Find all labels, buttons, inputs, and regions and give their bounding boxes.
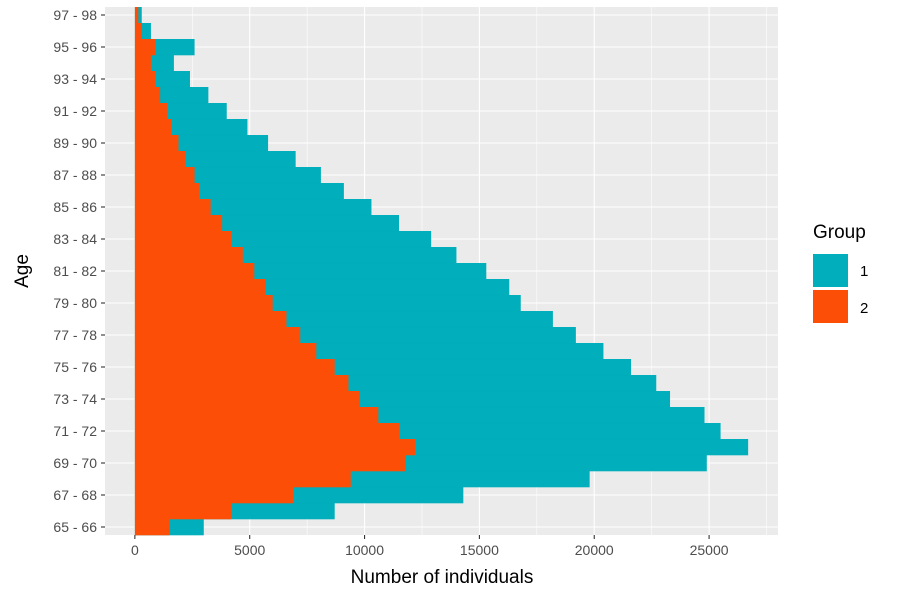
bar-series-2: [134, 327, 301, 344]
bar-series-2: [134, 359, 335, 376]
legend-key-2: [813, 290, 848, 323]
bar-series-2: [134, 455, 406, 472]
legend-title: Group: [813, 222, 866, 243]
x-tick-label: 0: [131, 542, 139, 558]
bar-series-2: [134, 503, 232, 520]
bar-series-2: [134, 119, 172, 136]
y-tick-label: 81 - 82: [53, 263, 97, 279]
bar-series-2: [134, 135, 179, 152]
y-tick-label: 83 - 84: [53, 231, 97, 247]
y-axis-title: Age: [12, 254, 33, 288]
x-tick-label: 25000: [690, 542, 729, 558]
x-tick-label: 10000: [345, 542, 384, 558]
bar-series-2: [134, 375, 349, 392]
legend-key-1: [813, 254, 848, 287]
series-2-bars: [134, 7, 416, 536]
bar-series-2: [134, 519, 170, 536]
x-axis-ticks: 0 5000 10000 15000 20000 25000: [131, 535, 729, 558]
y-tick-label: 95 - 96: [53, 39, 97, 55]
bar-series-2: [134, 55, 151, 72]
bar-series-2: [134, 391, 360, 408]
bar-series-2: [134, 263, 255, 280]
y-tick-label: 89 - 90: [53, 135, 97, 151]
bar-series-2: [134, 183, 200, 200]
bar-series-2: [134, 23, 142, 40]
y-tick-label: 73 - 74: [53, 391, 97, 407]
legend: Group 1 2: [813, 222, 868, 323]
bar-series-2: [134, 311, 287, 328]
y-tick-label: 91 - 92: [53, 103, 97, 119]
bar-series-2: [134, 279, 266, 296]
y-tick-label: 69 - 70: [53, 455, 97, 471]
y-tick-label: 93 - 94: [53, 71, 97, 87]
bar-series-2: [134, 471, 351, 488]
y-tick-label: 85 - 86: [53, 199, 97, 215]
bar-series-2: [134, 295, 273, 312]
y-tick-label: 77 - 78: [53, 327, 97, 343]
y-tick-label: 65 - 66: [53, 519, 97, 535]
bar-series-2: [134, 423, 400, 440]
y-axis-ticks: 65 - 66 67 - 68 69 - 70 71 - 72 73 - 74 75 - …: [53, 7, 105, 535]
bar-series-2: [134, 167, 195, 184]
legend-label-1: 1: [860, 263, 868, 280]
y-tick-label: 75 - 76: [53, 359, 97, 375]
bar-series-2: [134, 7, 139, 24]
x-axis-title: Number of individuals: [351, 567, 534, 588]
x-tick-label: 15000: [460, 542, 499, 558]
y-tick-label: 97 - 98: [53, 7, 97, 23]
bar-series-2: [134, 151, 186, 168]
y-tick-label: 67 - 68: [53, 487, 97, 503]
bar-series-2: [134, 439, 416, 456]
bar-series-2: [134, 487, 294, 504]
bar-series-2: [134, 407, 379, 424]
x-tick-label: 5000: [234, 542, 265, 558]
y-tick-label: 87 - 88: [53, 167, 97, 183]
x-tick-label: 20000: [575, 542, 614, 558]
legend-label-2: 2: [860, 300, 868, 317]
bar-series-2: [134, 199, 211, 216]
bar-series-2: [134, 215, 223, 232]
bar-series-2: [134, 231, 232, 248]
bar-series-2: [134, 39, 156, 56]
bar-series-2: [134, 71, 156, 88]
bar-series-2: [134, 343, 317, 360]
bar-series-2: [134, 87, 161, 104]
y-tick-label: 79 - 80: [53, 295, 97, 311]
bar-series-2: [134, 247, 243, 264]
bar-series-2: [134, 103, 168, 120]
y-tick-label: 71 - 72: [53, 423, 97, 439]
